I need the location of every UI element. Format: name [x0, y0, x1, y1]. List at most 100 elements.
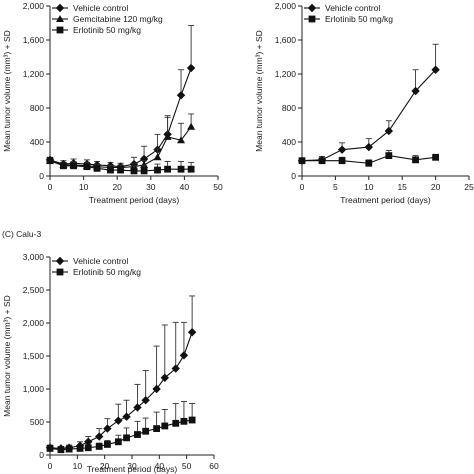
data-point — [84, 444, 92, 452]
legend-label: Erlotinib 50 mg/kg — [73, 267, 141, 277]
data-point — [114, 438, 122, 446]
y-axis-title: Mean tumor volume (mm³) + SD — [2, 30, 12, 152]
data-point — [152, 384, 161, 394]
data-point — [114, 416, 123, 425]
legend-marker — [56, 268, 64, 276]
y-tick-label: 1,500 — [23, 351, 45, 361]
y-tick-label: 500 — [30, 417, 44, 427]
x-tick-label: 0 — [48, 461, 53, 471]
x-tick-label: 30 — [127, 461, 137, 471]
x-tick-label: 40 — [155, 461, 165, 471]
data-point — [134, 431, 141, 438]
data-point — [70, 162, 77, 170]
y-tick-label: 2,000 — [23, 1, 45, 11]
series-square — [46, 157, 195, 175]
x-tick-label: 20 — [112, 182, 122, 192]
data-point — [107, 166, 114, 174]
data-point — [186, 63, 196, 73]
legend-marker — [56, 26, 64, 34]
panel-c-chart: (C) Calu-3 0 500 1,000 1,500 2,000 2,500 3,000 0… — [2, 229, 219, 474]
y-tick-label: 0 — [291, 171, 296, 181]
data-point — [177, 136, 186, 144]
y-tick-label: 1,600 — [23, 35, 45, 45]
data-point — [411, 86, 420, 96]
y-tick-label: 0 — [39, 171, 44, 181]
x-tick-label: 25 — [464, 182, 474, 192]
legend-marker — [307, 3, 317, 13]
y-tick-label: 1,000 — [23, 384, 45, 394]
y-tick-label: 1,200 — [23, 69, 45, 79]
data-point — [187, 122, 196, 130]
panel-b-chart: 0 400 800 1,200 1,600 2,000 0 5 10 15 20 25 Treatmen… — [254, 1, 474, 205]
data-point — [176, 91, 186, 100]
y-tick-label: 1,200 — [275, 69, 297, 79]
data-point — [432, 153, 439, 161]
data-point — [171, 364, 180, 373]
data-point — [133, 403, 142, 412]
data-point — [384, 126, 394, 136]
x-axis-title: Treatment period (days) — [89, 195, 180, 205]
y-tick-label: 800 — [282, 103, 296, 113]
data-point — [123, 434, 130, 442]
data-point — [65, 445, 73, 453]
data-point — [318, 157, 326, 165]
series-diamond — [45, 295, 197, 453]
data-point — [160, 373, 169, 382]
data-point — [117, 166, 124, 174]
data-point — [412, 156, 419, 164]
data-point — [60, 162, 67, 170]
x-tick-label: 50 — [182, 461, 192, 471]
data-point — [431, 65, 440, 74]
data-point — [187, 165, 195, 173]
data-point — [76, 445, 84, 452]
panel-label: (C) Calu-3 — [2, 229, 41, 239]
data-point — [179, 351, 189, 360]
y-axis-title: Mean tumor volume (mm³) + SD — [2, 295, 12, 417]
data-point — [365, 159, 373, 167]
data-point — [180, 417, 188, 425]
legend-label: Vehicle control — [73, 256, 128, 266]
series-line — [49, 332, 193, 449]
x-tick-label: 60 — [209, 461, 219, 471]
x-tick-label: 40 — [180, 182, 190, 192]
x-axis-title: Treatment period (days) — [340, 195, 431, 205]
x-tick-label: 0 — [300, 182, 305, 192]
data-point — [172, 419, 180, 427]
x-tick-label: 15 — [397, 182, 407, 192]
data-point — [298, 157, 306, 165]
x-tick-label: 30 — [146, 182, 156, 192]
x-tick-label: 0 — [48, 182, 53, 192]
data-point — [104, 441, 111, 448]
data-point — [154, 166, 161, 174]
data-point — [141, 396, 150, 405]
x-tick-label: 5 — [333, 182, 338, 192]
legend-marker — [55, 3, 65, 13]
legend-label: Vehicle control — [325, 3, 380, 13]
data-point — [140, 167, 148, 175]
panel-a-chart: 0 400 800 1,200 1,600 2,000 0 10 20 30 40 50 Treatme… — [2, 1, 223, 205]
y-tick-label: 400 — [30, 137, 44, 147]
legend-marker — [55, 256, 65, 266]
data-point — [337, 145, 347, 154]
legend-marker — [308, 15, 316, 23]
x-tick-label: 10 — [364, 182, 374, 192]
data-point — [177, 165, 185, 173]
y-tick-label: 3,000 — [23, 252, 45, 262]
data-point — [153, 153, 162, 161]
x-tick-label: 10 — [79, 182, 89, 192]
y-tick-label: 2,000 — [275, 1, 297, 11]
legend-label: Gemcitabine 120 mg/kg — [73, 14, 163, 24]
data-point — [122, 412, 131, 421]
data-point — [103, 424, 112, 433]
data-point — [153, 425, 160, 432]
data-point — [187, 328, 197, 337]
series-diamond — [297, 43, 440, 165]
series-square — [298, 150, 439, 167]
data-point — [163, 132, 172, 140]
series-diamond — [45, 25, 196, 171]
x-tick-label: 20 — [431, 182, 441, 192]
data-point — [188, 416, 196, 424]
data-point — [164, 165, 171, 173]
data-point — [95, 443, 103, 450]
